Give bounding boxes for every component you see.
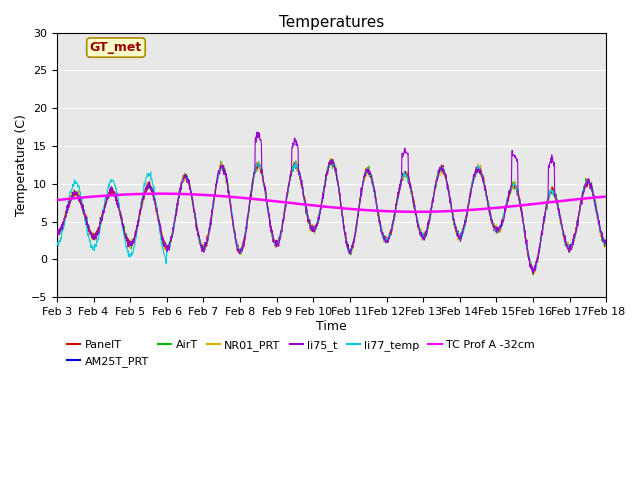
Title: Temperatures: Temperatures (279, 15, 384, 30)
X-axis label: Time: Time (316, 320, 347, 333)
Y-axis label: Temperature (C): Temperature (C) (15, 114, 28, 216)
Legend: PanelT, AM25T_PRT, AirT, NR01_PRT, li75_t, li77_temp, TC Prof A -32cm: PanelT, AM25T_PRT, AirT, NR01_PRT, li75_… (63, 336, 540, 371)
Text: GT_met: GT_met (90, 41, 142, 54)
